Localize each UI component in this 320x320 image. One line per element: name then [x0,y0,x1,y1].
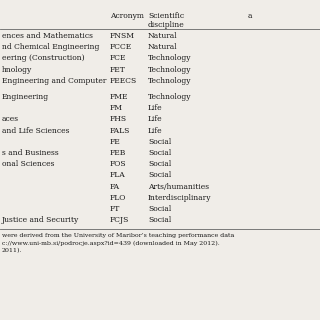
Text: Acronym: Acronym [110,12,144,20]
Text: FCCE: FCCE [110,43,132,51]
Text: Life: Life [148,127,163,135]
Text: Natural: Natural [148,32,178,40]
Text: Social: Social [148,138,171,146]
Text: FALS: FALS [110,127,130,135]
Text: Social: Social [148,172,171,180]
Text: Social: Social [148,205,171,213]
Text: Interdisciplinary: Interdisciplinary [148,194,212,202]
Text: FLA: FLA [110,172,126,180]
Text: 2011).: 2011). [2,248,22,253]
Text: Technology: Technology [148,77,191,85]
Text: FT: FT [110,205,120,213]
Text: Engineering and Computer: Engineering and Computer [2,77,106,85]
Text: FE: FE [110,138,121,146]
Text: eering (Construction): eering (Construction) [2,54,84,62]
Text: and Life Sciences: and Life Sciences [2,127,69,135]
Text: ences and Mathematics: ences and Mathematics [2,32,93,40]
Text: FHS: FHS [110,116,127,124]
Text: FM: FM [110,104,123,112]
Text: Technology: Technology [148,54,191,62]
Text: a: a [248,12,252,20]
Text: onal Sciences: onal Sciences [2,160,54,168]
Text: FCJS: FCJS [110,216,129,224]
Text: Arts/humanities: Arts/humanities [148,183,209,191]
Text: Engineering: Engineering [2,93,49,101]
Text: FEB: FEB [110,149,126,157]
Text: Life: Life [148,104,163,112]
Text: Life: Life [148,116,163,124]
Text: FLO: FLO [110,194,126,202]
Text: Social: Social [148,160,171,168]
Text: FME: FME [110,93,129,101]
Text: FEECS: FEECS [110,77,137,85]
Text: c://www.uni-mb.si/podrocje.aspx?id=439 (downloaded in May 2012).: c://www.uni-mb.si/podrocje.aspx?id=439 (… [2,241,220,246]
Text: Technology: Technology [148,93,191,101]
Text: Justice and Security: Justice and Security [2,216,79,224]
Text: were derived from the University of Maribor’s teaching performance data: were derived from the University of Mari… [2,233,234,238]
Text: s and Business: s and Business [2,149,59,157]
Text: discipline: discipline [148,21,185,29]
Text: Social: Social [148,216,171,224]
Text: Technology: Technology [148,66,191,74]
Text: FOS: FOS [110,160,127,168]
Text: Scientific: Scientific [148,12,184,20]
Text: FNSM: FNSM [110,32,135,40]
Text: FCE: FCE [110,54,126,62]
Text: aces: aces [2,116,19,124]
Text: hnology: hnology [2,66,32,74]
Text: FET: FET [110,66,126,74]
Text: Natural: Natural [148,43,178,51]
Text: FA: FA [110,183,120,191]
Text: Social: Social [148,149,171,157]
Text: nd Chemical Engineering: nd Chemical Engineering [2,43,100,51]
